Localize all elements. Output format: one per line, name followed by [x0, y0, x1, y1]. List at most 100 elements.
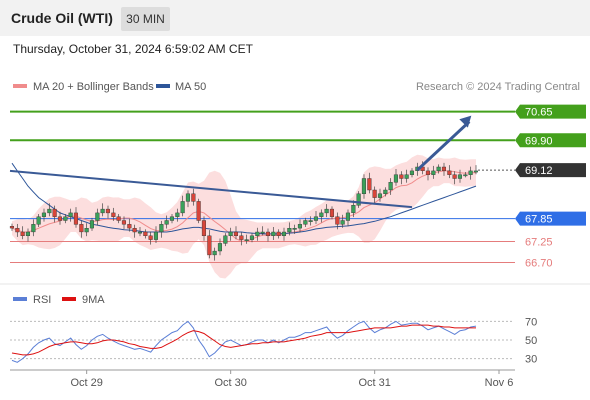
candle-body	[127, 224, 132, 229]
legend-label-rsi: RSI	[33, 294, 51, 306]
candles	[9, 161, 479, 261]
legend-label-ma50: MA 50	[175, 81, 206, 93]
candle-body	[351, 204, 356, 213]
trendlines	[9, 115, 472, 209]
candle-body	[409, 170, 415, 175]
candle-body	[399, 174, 404, 179]
candle-body	[47, 208, 52, 214]
candle-body	[31, 224, 36, 233]
candle-body	[153, 231, 159, 240]
candle-body	[297, 224, 303, 229]
projection-arrow-shaft	[416, 120, 471, 172]
candle-body	[281, 231, 287, 236]
price-labels: 70.65 69.90 69.12 67.85 67.25 66.70	[515, 104, 586, 270]
candle-body	[335, 216, 340, 225]
header-bar	[0, 0, 590, 36]
time-tick-label: Oct 30	[214, 377, 246, 389]
candle-body	[308, 220, 313, 222]
candle-body	[276, 231, 281, 236]
candle-body	[345, 212, 351, 221]
rsi-panel: 70 50 30	[10, 316, 537, 366]
candle-body	[329, 208, 335, 217]
candle-body	[121, 220, 126, 225]
candle-body	[164, 220, 169, 225]
timeframe-badge[interactable]	[121, 7, 170, 31]
candle-body	[15, 227, 20, 233]
legend-swatch-ma50	[156, 84, 170, 88]
candle-body	[73, 212, 78, 225]
candle-body	[239, 235, 244, 240]
candle-body	[217, 243, 223, 252]
rsi-series-rsi	[11, 320, 477, 363]
time-tick-label: Nov 6	[485, 377, 514, 389]
candle-body	[431, 170, 436, 175]
candle-body	[361, 178, 367, 195]
candle-body	[79, 224, 84, 233]
candle-body	[436, 166, 441, 171]
candle-body	[468, 170, 473, 175]
bollinger-band-fill	[12, 154, 476, 279]
candle-body	[143, 231, 148, 236]
candle-body	[377, 193, 383, 198]
candle-body	[169, 216, 175, 221]
time-tick-label: Oct 29	[70, 377, 102, 389]
candle-body	[68, 212, 73, 217]
candle-body	[63, 216, 68, 221]
credit-text: Research © 2024 Trading Central	[416, 81, 580, 93]
candle-body	[116, 216, 121, 221]
level-tag-pivot	[515, 211, 586, 226]
level-label-pivot: 67.85	[525, 214, 553, 226]
candle-body	[457, 174, 463, 179]
level-label-support: 66.70	[525, 258, 553, 270]
candle-body	[319, 212, 324, 217]
candle-body	[175, 212, 180, 217]
legend-swatch-ma20	[13, 84, 27, 88]
rsi-tick-label: 30	[525, 354, 537, 366]
candle-body	[159, 224, 164, 233]
level-label-resistance: 70.65	[525, 107, 553, 119]
candle-body	[260, 231, 265, 234]
moving-averages	[11, 162, 477, 243]
candle-body	[404, 174, 409, 179]
candle-body	[52, 208, 57, 217]
rsi-tick-label: 70	[525, 316, 537, 328]
level-tag-resistance	[515, 104, 586, 119]
timeframe-label: 30 MIN	[126, 12, 165, 26]
projection-arrow-head	[459, 115, 472, 128]
candle-body	[20, 231, 25, 236]
level-label-resistance: 69.90	[525, 135, 553, 147]
candle-body	[132, 227, 137, 233]
candle-body	[233, 231, 239, 236]
candle-body	[255, 231, 260, 236]
time-axis: Oct 29 Oct 30 Oct 31 Nov 6	[70, 370, 513, 389]
candle-body	[303, 220, 308, 225]
level-label-support: 67.25	[525, 237, 553, 249]
candle-body	[100, 208, 105, 214]
trendline-resistance	[9, 169, 413, 209]
timestamp: Thursday, October 31, 2024 6:59:02 AM CE…	[13, 42, 254, 56]
rsi-series-9ma	[11, 324, 476, 356]
candle-body	[447, 170, 452, 175]
candle-body	[105, 208, 110, 214]
candle-body	[452, 174, 457, 179]
level-tag-resistance	[515, 133, 586, 148]
candle-body	[212, 250, 217, 256]
candle-body	[372, 189, 377, 198]
candle-body	[340, 220, 345, 225]
candle-body	[463, 174, 468, 177]
candle-body	[201, 220, 207, 237]
candle-body	[367, 178, 372, 191]
candle-body	[36, 216, 41, 225]
candle-body	[383, 189, 388, 194]
candle-body	[148, 235, 153, 240]
candle-body	[324, 208, 329, 214]
ma20-line	[11, 170, 476, 243]
candle-body	[441, 166, 447, 171]
candle-body	[271, 231, 276, 236]
candle-body	[388, 182, 393, 191]
candle-body	[84, 227, 89, 233]
legend-label-9ma: 9MA	[82, 294, 105, 306]
candle-body	[223, 235, 228, 244]
legend-label-ma20: MA 20 + Bollinger Bands	[33, 81, 154, 93]
ma50-line	[11, 162, 477, 235]
